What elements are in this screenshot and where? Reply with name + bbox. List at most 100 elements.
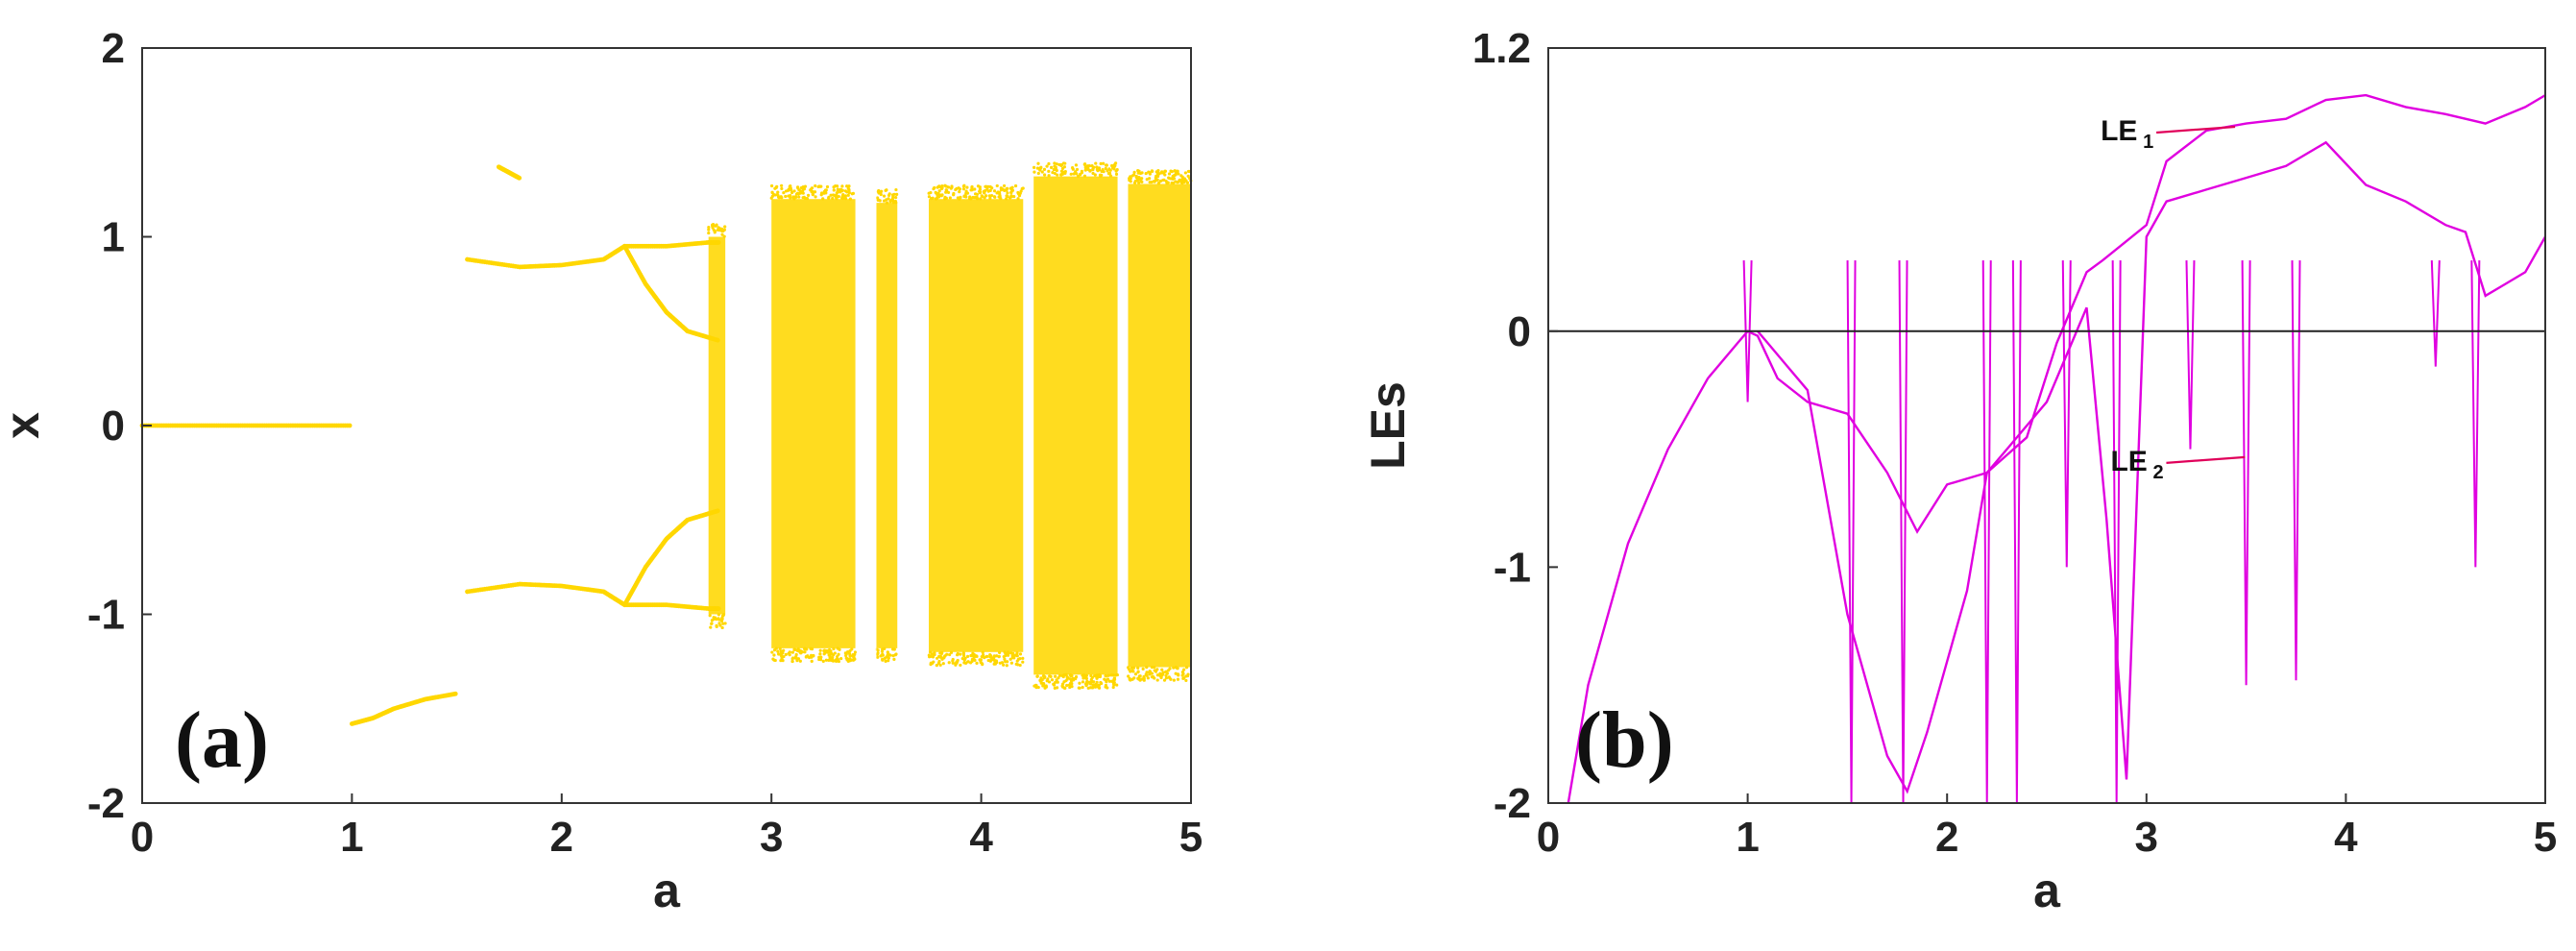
scatter-point (792, 189, 796, 193)
scatter-point (840, 184, 844, 188)
scatter-point (964, 189, 968, 193)
scatter-point (1180, 670, 1184, 674)
lyapunov-dip (1742, 260, 1753, 402)
scatter-point (1093, 173, 1097, 177)
scatter-point (707, 225, 711, 230)
scatter-point (722, 234, 726, 238)
chaotic-band-fill (929, 199, 1024, 652)
scatter-point (847, 187, 851, 192)
scatter-point (950, 185, 954, 189)
scatter-point (936, 656, 939, 660)
scatter-point (824, 658, 828, 662)
scatter-point (931, 196, 935, 200)
scatter-point (995, 183, 999, 188)
scatter-point (1111, 673, 1115, 677)
scatter-point (1137, 181, 1141, 184)
scatter-point (1067, 683, 1072, 687)
scatter-point (782, 654, 786, 659)
scatter-point (716, 239, 721, 245)
scatter-point (992, 189, 997, 193)
y-tick-label: -1 (1494, 544, 1531, 591)
scatter-point (891, 195, 895, 199)
scatter-point (1184, 666, 1189, 670)
scatter-point (932, 660, 936, 664)
scatter-point (1080, 171, 1084, 175)
scatter-point (887, 656, 890, 660)
scatter-point (978, 187, 983, 191)
scatter-point (959, 196, 962, 200)
scatter-point (970, 188, 974, 192)
scatter-point (943, 197, 947, 201)
scatter-point (809, 646, 813, 650)
scatter-point (1047, 174, 1051, 178)
scatter-point (1013, 183, 1018, 188)
scatter-point (1099, 161, 1103, 165)
lyapunov-dip (1846, 260, 1857, 803)
scatter-point (1145, 666, 1149, 670)
scatter-point (974, 654, 978, 658)
scatter-point (958, 190, 961, 194)
scatter-point (1055, 162, 1058, 166)
scatter-point (881, 653, 885, 657)
scatter-point (892, 657, 896, 661)
scatter-point (1033, 170, 1036, 174)
scatter-point (787, 651, 790, 655)
scatter-point (1009, 190, 1013, 195)
scatter-point (851, 654, 855, 658)
scatter-point (1005, 194, 1009, 198)
scatter-point (1108, 174, 1113, 178)
scatter-point (946, 185, 951, 189)
scatter-point (888, 200, 892, 204)
scatter-point (831, 193, 836, 197)
scatter-point (1148, 670, 1152, 673)
scatter-point (837, 652, 840, 656)
scatter-point (1104, 673, 1107, 678)
scatter-point (1129, 180, 1132, 183)
scatter-point (885, 201, 889, 205)
scatter-point (721, 622, 725, 625)
scatter-point (770, 190, 774, 195)
scatter-point (715, 337, 720, 343)
scatter-point (961, 187, 966, 191)
scatter-point (1114, 172, 1119, 176)
scatter-point (887, 197, 890, 201)
scatter-point (1112, 164, 1117, 168)
scatter-point (771, 657, 775, 661)
scatter-point (978, 185, 982, 189)
scatter-point (997, 655, 1001, 659)
scatter-point (1127, 674, 1130, 678)
scatter-point (790, 657, 794, 661)
scatter-point (822, 652, 826, 656)
scatter-point (1150, 671, 1154, 675)
scatter-point (1136, 178, 1140, 182)
scatter-point (713, 231, 717, 234)
scatter-point (875, 652, 880, 656)
scatter-point (1153, 665, 1156, 670)
scatter-point (1183, 171, 1187, 175)
chaotic-band (1032, 161, 1119, 690)
scatter-point (779, 652, 783, 656)
scatter-point (770, 650, 774, 654)
scatter-point (782, 648, 786, 652)
scatter-point (1159, 171, 1163, 175)
scatter-point (982, 653, 985, 657)
annotation-arrow (2166, 455, 2246, 464)
scatter-point (1002, 183, 1007, 188)
scatter-point (1097, 686, 1102, 690)
x-axis-label: a (653, 864, 681, 917)
scatter-point (936, 661, 941, 665)
scatter-point (1057, 673, 1062, 678)
scatter-point (993, 662, 997, 666)
scatter-point (1008, 196, 1012, 200)
scatter-point (1109, 679, 1114, 683)
scatter-point (975, 661, 979, 665)
scatter-point (1168, 177, 1172, 181)
x-tick-label: 5 (2534, 814, 2557, 861)
scatter-point (979, 197, 983, 201)
scatter-point (827, 658, 831, 662)
scatter-point (796, 192, 800, 196)
scatter-point (1036, 161, 1040, 165)
scatter-point (811, 193, 815, 197)
scatter-point (955, 186, 959, 190)
